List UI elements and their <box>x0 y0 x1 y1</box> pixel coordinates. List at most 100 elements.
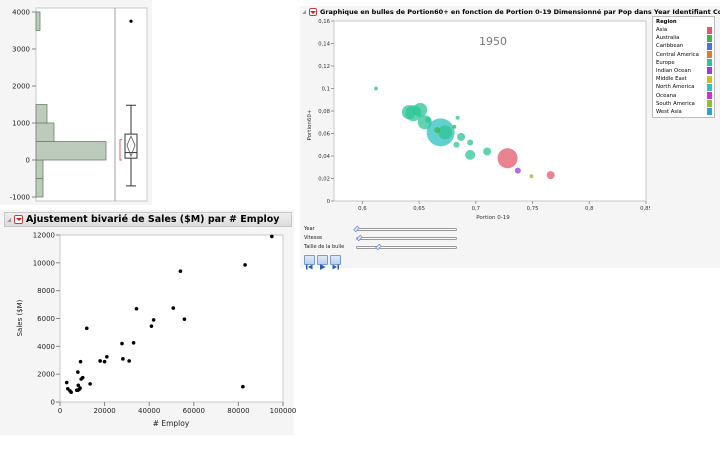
bubble-point <box>438 125 453 140</box>
data-point <box>149 324 154 328</box>
data-point <box>78 359 83 364</box>
histogram-bar <box>35 11 41 31</box>
bubble-point <box>425 117 432 123</box>
data-point <box>76 388 80 392</box>
play-icon <box>320 264 326 270</box>
y-tick-label: 10000 <box>33 259 55 267</box>
legend-swatch <box>707 67 712 75</box>
data-point <box>64 380 69 385</box>
x-tick-label: 80000 <box>227 407 249 415</box>
step-back-icon <box>306 264 313 270</box>
legend-item[interactable]: Caribbean <box>656 42 712 50</box>
y-tick-label: 0,1 <box>322 87 330 93</box>
slider-bubble-size-track[interactable] <box>356 246 457 249</box>
data-point <box>243 263 247 267</box>
x-tick-label: 60000 <box>183 407 205 415</box>
legend-item[interactable]: Oceana <box>656 92 712 100</box>
data-point <box>182 317 187 321</box>
slider-bubble-size-thumb[interactable] <box>375 243 382 251</box>
region-legend: Region Asia Australia Caribbean Central Ame… <box>652 16 715 118</box>
disclosure-icon[interactable] <box>7 217 11 222</box>
y-tick-label: 3000 <box>12 46 30 54</box>
data-point <box>98 359 102 363</box>
step-forward-button[interactable] <box>330 255 341 270</box>
x-tick-label: 0,75 <box>527 206 539 212</box>
legend-swatch <box>707 26 712 34</box>
bivariate-scatter: 0 2000 4000 6000 8000 10000 12000 0 20000 40000 60… <box>16 232 296 429</box>
legend-item-label: Middle East <box>656 76 687 83</box>
legend-swatch <box>707 75 712 83</box>
slider-year-track[interactable] <box>356 228 457 231</box>
data-point <box>84 326 89 331</box>
y-tick-label: 4000 <box>37 343 55 351</box>
slider-year-thumb[interactable] <box>353 225 360 233</box>
bivariate-outline-header[interactable]: Ajustement bivarié de Sales ($M) par # E… <box>4 212 292 227</box>
distribution-chart: 4000 3000 2000 1000 0 -1000 <box>10 7 148 202</box>
legend-item[interactable]: North America <box>656 83 712 91</box>
disclosure-icon[interactable] <box>302 10 306 14</box>
data-point <box>270 234 274 239</box>
slider-speed[interactable]: Vitesse <box>304 234 464 243</box>
data-point <box>121 357 125 361</box>
bubble-point <box>514 167 521 174</box>
y-tick-label: 0 <box>51 399 55 407</box>
legend-item[interactable]: Central America <box>656 51 712 59</box>
data-point <box>105 354 109 359</box>
y-tick-label: 0,06 <box>318 132 330 138</box>
legend-item[interactable]: Middle East <box>656 75 712 83</box>
data-point <box>69 390 73 395</box>
bubble-point <box>373 86 378 91</box>
y-tick-label: 8000 <box>37 287 55 295</box>
y-tick-label: 4000 <box>12 9 30 17</box>
legend-item-label: West Asia <box>656 108 682 115</box>
legend-swatch <box>707 100 712 108</box>
year-label: 1950 <box>479 35 507 48</box>
legend-item[interactable]: Asia <box>656 26 712 34</box>
bubble-point <box>434 127 441 134</box>
bubble-point <box>467 139 474 146</box>
bubble-point <box>455 115 460 120</box>
y-tick-label: 0,12 <box>318 64 330 70</box>
legend-swatch <box>707 51 712 59</box>
legend-item-label: Asia <box>656 27 668 33</box>
y-tick-label: 0,16 <box>318 19 330 25</box>
legend-item[interactable]: South America <box>656 100 712 108</box>
slider-year[interactable]: Year <box>304 225 464 234</box>
step-back-button[interactable] <box>304 255 315 270</box>
bubble-point <box>452 124 457 129</box>
slider-speed-thumb[interactable] <box>356 234 363 242</box>
legend-swatch <box>707 92 712 99</box>
legend-item[interactable]: Australia <box>656 34 712 42</box>
legend-item-label: Central America <box>656 51 699 58</box>
slider-bubble-size-label: Taille de la bulle <box>304 244 345 250</box>
y-tick-label: -1000 <box>10 194 30 202</box>
histogram-bar <box>35 159 44 179</box>
y-tick-label: 0 <box>327 199 331 205</box>
y-axis-label: Portion60+ <box>307 109 313 140</box>
play-button[interactable] <box>317 255 328 270</box>
bubble-point <box>453 141 460 148</box>
legend-item[interactable]: Indian Ocean <box>656 67 712 75</box>
outlier-point <box>129 19 133 23</box>
data-point <box>131 341 136 345</box>
legend-item-label: Australia <box>656 35 680 42</box>
legend-item[interactable]: West Asia <box>656 108 712 116</box>
legend-item[interactable]: Europe <box>656 59 712 67</box>
x-tick-label: 0,8 <box>585 206 594 212</box>
y-tick-label: 0,08 <box>318 109 330 115</box>
slider-year-label: Year <box>304 226 315 232</box>
slider-bubble-size[interactable]: Taille de la bulle <box>304 243 464 252</box>
red-triangle-menu-icon[interactable] <box>14 215 23 224</box>
y-axis-label: Sales ($M) <box>16 299 24 336</box>
red-triangle-menu-icon[interactable] <box>309 8 317 16</box>
slider-speed-track[interactable] <box>356 237 457 240</box>
y-tick-label: 2000 <box>37 371 55 379</box>
shortest-half-bracket <box>119 139 122 161</box>
histogram-bar <box>35 178 44 198</box>
legend-item-label: Caribbean <box>656 43 684 50</box>
bubble-outline-header[interactable]: Graphique en bulles de Portion60+ en fon… <box>300 6 720 18</box>
step-forward-icon <box>332 264 339 270</box>
data-point <box>80 375 85 380</box>
legend-swatch <box>707 108 712 116</box>
histogram-bar <box>35 122 55 142</box>
